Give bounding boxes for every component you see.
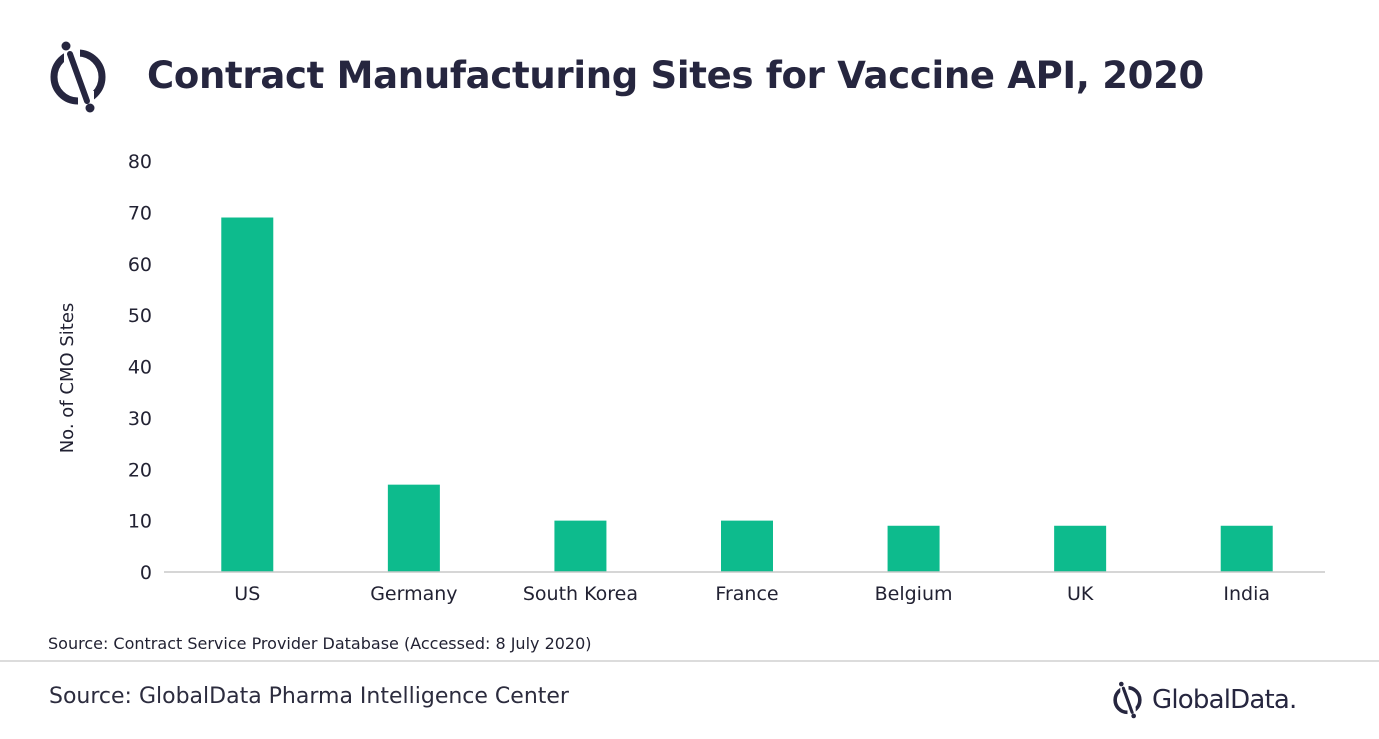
bar-belgium: [887, 525, 940, 572]
y-tick-label: 20: [128, 459, 152, 481]
y-axis-ticks: 0 10 20 30 40 50 60 70 80: [128, 151, 152, 584]
x-tick-label: US: [234, 583, 260, 605]
x-tick-label: India: [1223, 583, 1270, 605]
y-tick-label: 50: [128, 305, 152, 327]
x-tick-label: Germany: [370, 583, 457, 605]
footer-divider: [0, 660, 1379, 662]
bars: [221, 217, 1273, 572]
bar-south-korea: [554, 520, 607, 572]
y-tick-label: 60: [128, 254, 152, 276]
bar-us: [221, 217, 274, 572]
bar-chart: 0 10 20 30 40 50 60 70 80 US Germany South Korea Fr…: [57, 151, 1325, 605]
globaldata-logo-icon: [1113, 681, 1142, 719]
x-axis-labels: US Germany South Korea France Belgium UK India: [234, 583, 1270, 605]
globaldata-logo-icon: [50, 41, 106, 113]
x-tick-label: France: [715, 583, 778, 605]
y-tick-label: 70: [128, 202, 152, 224]
x-tick-label: Belgium: [875, 583, 953, 605]
y-tick-label: 80: [128, 151, 152, 173]
bar-uk: [1054, 525, 1107, 572]
data-source-note: Source: Contract Service Provider Databa…: [48, 634, 592, 653]
bar-india: [1220, 525, 1273, 572]
chart-title: Contract Manufacturing Sites for Vaccine…: [147, 54, 1204, 97]
x-tick-label: South Korea: [523, 583, 638, 605]
y-tick-label: 30: [128, 408, 152, 430]
footer-source: Source: GlobalData Pharma Intelligence C…: [49, 684, 569, 709]
brand-name: GlobalData.: [1152, 685, 1297, 715]
x-tick-label: UK: [1067, 583, 1094, 605]
globaldata-brand: GlobalData.: [1110, 678, 1297, 722]
bar-france: [721, 520, 773, 572]
y-tick-label: 10: [128, 511, 152, 533]
y-tick-label: 40: [128, 357, 152, 379]
y-tick-label: 0: [140, 562, 152, 584]
bar-germany: [387, 484, 440, 572]
y-axis-title: No. of CMO Sites: [57, 303, 78, 454]
